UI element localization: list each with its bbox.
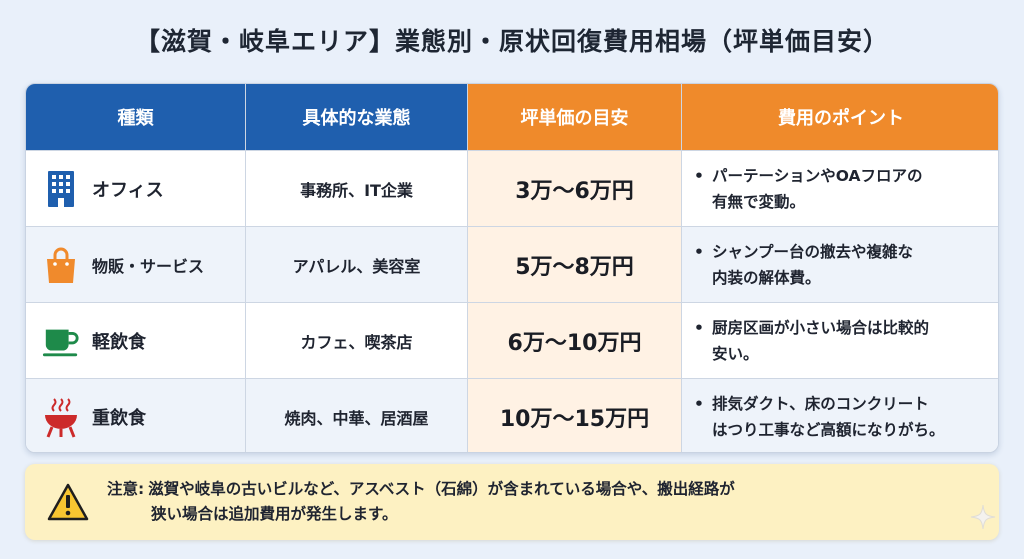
notice-line: 滋賀や岐阜の古いビルなど、アスベスト（石綿）が含まれている場合や、搬出経路が: [148, 480, 735, 498]
table-row: 物販・サービス アパレル、美容室 5万〜8万円 • シャンプー台の撤去や複雑な内…: [26, 226, 998, 302]
point-line: はつり工事など高額になりがち。: [712, 420, 945, 439]
type-label: 物販・サービス: [92, 256, 205, 276]
cost-table: 種類 具体的な業態 坪単価の目安 費用のポイント オフィス 事務所、IT企業: [25, 83, 999, 453]
shopping-bag-icon: [42, 244, 80, 286]
notice-box: 注意: 滋賀や岐阜の古いビルなど、アスベスト（石綿）が含まれている場合や、搬出経路…: [25, 464, 999, 540]
business-label: アパレル、美容室: [292, 256, 421, 276]
price-label: 3万〜6万円: [515, 178, 634, 204]
table-row: 軽飲食 カフェ、喫茶店 6万〜10万円 • 厨房区画が小さい場合は比較的 安い。: [26, 302, 998, 378]
header-point: 費用のポイント: [682, 84, 998, 150]
office-building-icon: [42, 168, 80, 210]
price-label: 6万〜10万円: [507, 330, 642, 356]
point-line: 排気ダクト、床のコンクリート: [712, 394, 929, 413]
notice-line: 狭い場合は追加費用が発生します。: [151, 505, 398, 523]
header-type: 種類: [26, 84, 246, 150]
sparkle-icon: [970, 504, 996, 530]
notice-label: 注意:: [107, 480, 145, 498]
barbecue-grill-icon: [42, 396, 80, 438]
point-text: • 厨房区画が小さい場合は比較的 安い。: [694, 315, 929, 367]
notice-text: 注意: 滋賀や岐阜の古いビルなど、アスベスト（石綿）が含まれている場合や、搬出経路…: [107, 477, 735, 527]
point-text: • パーテーションやOAフロアの 有無で変動。: [694, 163, 922, 215]
price-label: 5万〜8万円: [515, 254, 634, 280]
point-line: シャンプー台の撤去や複雑な: [712, 242, 914, 261]
point-text: • 排気ダクト、床のコンクリート はつり工事など高額になりがち。: [694, 391, 945, 443]
table-header: 種類 具体的な業態 坪単価の目安 費用のポイント: [26, 84, 998, 150]
header-business: 具体的な業態: [246, 84, 468, 150]
point-line: 有無で変動。: [712, 192, 806, 211]
coffee-cup-icon: [42, 320, 80, 362]
warning-icon: [47, 483, 89, 521]
type-cell: 重飲食: [26, 379, 246, 452]
type-label: 軽飲食: [92, 331, 146, 353]
point-text: • シャンプー台の撤去や複雑な 内装の解体費。: [694, 239, 913, 291]
business-label: 焼肉、中華、居酒屋: [284, 408, 429, 428]
point-line: パーテーションやOAフロアの: [712, 166, 923, 185]
table-row: オフィス 事務所、IT企業 3万〜6万円 • パーテーションやOAフロアの 有無で…: [26, 150, 998, 226]
type-cell: 物販・サービス: [26, 227, 246, 302]
type-label: オフィス: [92, 179, 164, 201]
point-line: 内装の解体費。: [712, 268, 821, 287]
business-label: 事務所、IT企業: [300, 180, 413, 200]
point-line: 安い。: [712, 344, 759, 363]
price-label: 10万〜15万円: [499, 406, 650, 432]
table-row: 重飲食 焼肉、中華、居酒屋 10万〜15万円 • 排気ダクト、床のコンクリートは…: [26, 378, 998, 452]
type-label: 重飲食: [92, 407, 146, 429]
business-label: カフェ、喫茶店: [300, 332, 413, 352]
header-price: 坪単価の目安: [468, 84, 682, 150]
type-cell: オフィス: [26, 151, 246, 226]
page-title: 【滋賀・岐阜エリア】業態別・原状回復費用相場（坪単価目安）: [134, 27, 889, 56]
point-line: 厨房区画が小さい場合は比較的: [712, 318, 930, 337]
type-cell: 軽飲食: [26, 303, 246, 378]
